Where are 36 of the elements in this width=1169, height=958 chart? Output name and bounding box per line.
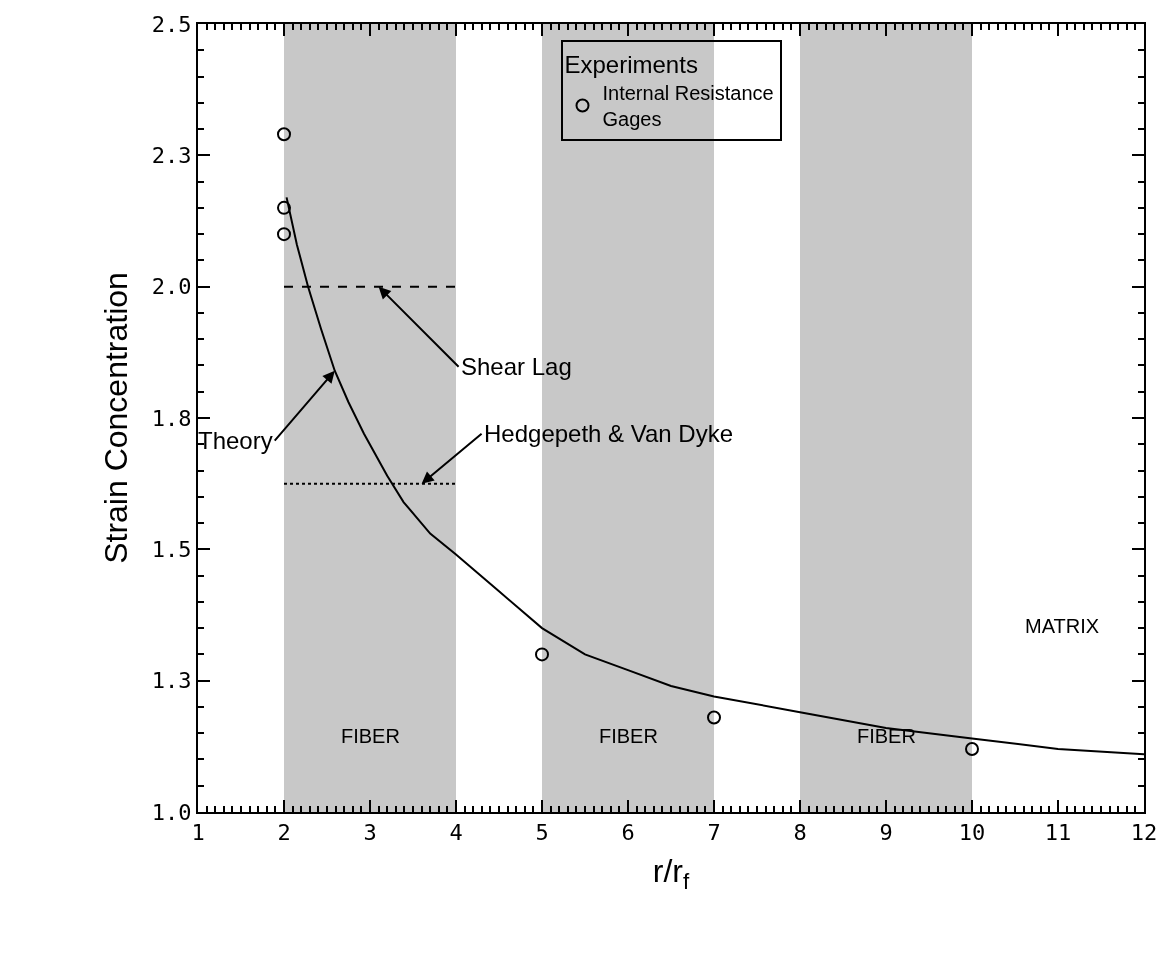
annotation: Shear Lag <box>461 353 572 380</box>
x-tick-label: 10 <box>958 820 986 846</box>
point <box>535 647 549 662</box>
x-tick-label: 1 <box>191 820 205 846</box>
x-tick-label: 12 <box>1130 820 1158 846</box>
x-tick-label: 4 <box>449 820 463 846</box>
annotation: Theory <box>198 427 273 454</box>
y-tick-label: 2.3 <box>151 143 192 169</box>
y-tick-label: 1.0 <box>151 799 192 825</box>
x-tick-label: 8 <box>793 820 807 846</box>
x-tick-label: 11 <box>1044 820 1072 846</box>
point <box>277 127 291 142</box>
x-tick-label: 9 <box>879 820 893 846</box>
annotation: Hedgepeth & Van Dyke <box>484 420 734 447</box>
band-label: FIBER <box>599 725 658 747</box>
x-tick-label: 2 <box>277 820 291 846</box>
point <box>277 227 291 242</box>
annotation: MATRIX <box>1025 615 1100 637</box>
x-tick-label: 6 <box>621 820 635 846</box>
x-tick-label: 7 <box>707 820 721 846</box>
band-label: FIBER <box>341 725 400 747</box>
y-tick-label: 1.8 <box>151 405 192 431</box>
point <box>707 710 721 725</box>
y-tick-label: 2.5 <box>151 11 192 37</box>
legend-title: Experiments <box>564 50 698 78</box>
y-axis-title: Strain Concentration <box>97 272 134 564</box>
y-tick-label: 1.3 <box>151 668 192 694</box>
point <box>965 741 979 756</box>
x-axis-title: r/r$_{f}$ <box>652 852 690 894</box>
x-tick-label: 3 <box>363 820 377 846</box>
band-label: FIBER <box>857 725 916 747</box>
y-tick-label: 2.0 <box>151 274 192 300</box>
legend-label: Internal Resistance Gages <box>602 82 774 131</box>
x-tick-label: 5 <box>535 820 549 846</box>
point <box>277 200 291 215</box>
y-tick-label: 1.5 <box>151 537 192 563</box>
